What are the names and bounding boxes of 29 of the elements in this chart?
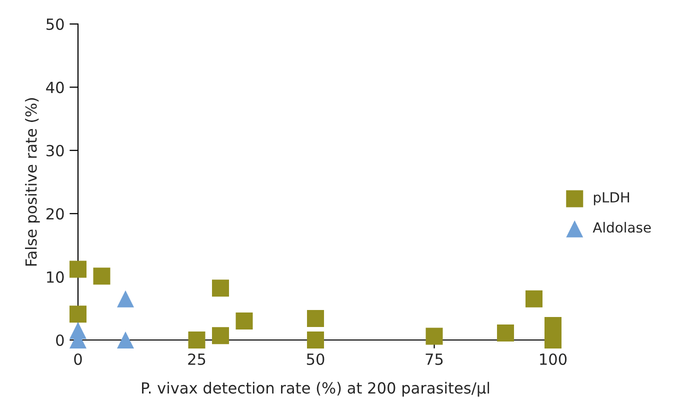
legend-label: pLDH	[594, 192, 630, 206]
point	[93, 268, 110, 285]
point	[212, 280, 230, 297]
x-axis-title: P. vivax detection rate (%) at 200 parasites/µl	[142, 382, 490, 397]
y-axis-title: False positive rate (%)	[25, 98, 40, 266]
y-tick-label: 20	[46, 208, 64, 220]
legend-label: Aldolase	[592, 222, 651, 233]
y-tick-label: 50	[46, 18, 64, 30]
y-tick-label: 0	[56, 334, 64, 346]
y-tick-label: 30	[46, 144, 64, 156]
x-tick-label: 0	[74, 353, 82, 366]
point	[236, 312, 253, 330]
point	[525, 290, 543, 308]
x-tick-label: 100	[540, 353, 567, 366]
point	[426, 328, 443, 345]
x-tick-label: 75	[426, 354, 443, 366]
point	[69, 306, 87, 323]
point	[306, 310, 324, 328]
y-tick-label: 40	[46, 82, 64, 94]
x-tick-label: 50	[306, 353, 324, 366]
point	[69, 260, 87, 278]
point	[306, 331, 324, 349]
y-tick-label: 10	[47, 271, 64, 283]
x-tick-label: 25	[188, 353, 206, 366]
point	[116, 331, 134, 349]
point	[116, 290, 134, 308]
point	[496, 324, 514, 342]
point	[188, 331, 206, 349]
point	[212, 327, 230, 344]
